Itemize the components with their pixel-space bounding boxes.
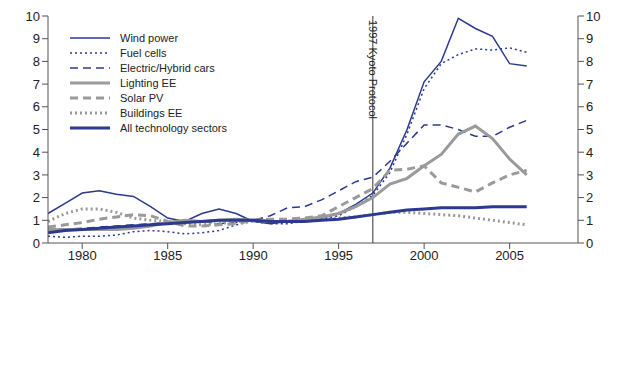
svg-text:1980: 1980 [68,248,97,263]
svg-text:10: 10 [586,9,600,24]
svg-text:0: 0 [33,236,40,251]
html-text:Electric/Hybrid cars: Electric/Hybrid cars [120,61,215,74]
svg-text:1995: 1995 [324,248,353,263]
svg-text:6: 6 [586,99,593,114]
html-text:Fuel cells: Fuel cells [120,46,167,59]
html-text:Wind power: Wind power [120,31,179,44]
svg-text:6: 6 [33,99,40,114]
svg-text:1: 1 [33,213,40,228]
svg-text:9: 9 [33,31,40,46]
svg-text:7: 7 [33,77,40,92]
html-text:Buildings EE: Buildings EE [120,106,183,119]
html-text:All technology sectors: All technology sectors [120,121,227,134]
svg-text:4: 4 [586,145,593,160]
svg-text:4: 4 [33,145,40,160]
svg-text:5: 5 [33,122,40,137]
svg-text:8: 8 [586,54,593,69]
svg-text:9: 9 [586,31,593,46]
svg-text:3: 3 [586,168,593,183]
svg-text:1997 Kyoto Protocol: 1997 Kyoto Protocol [367,20,379,119]
svg-text:10: 10 [26,9,40,24]
svg-text:7: 7 [586,77,593,92]
svg-text:1: 1 [586,213,593,228]
html-text:Lighting EE: Lighting EE [120,76,177,89]
svg-text:5: 5 [586,122,593,137]
svg-text:1990: 1990 [239,248,268,263]
html-text:Solar PV: Solar PV [120,91,164,104]
svg-text:2000: 2000 [410,248,439,263]
svg-text:2: 2 [33,190,40,205]
svg-text:3: 3 [33,168,40,183]
svg-text:0: 0 [586,236,593,251]
svg-text:1985: 1985 [153,248,182,263]
svg-text:8: 8 [33,54,40,69]
svg-text:2005: 2005 [495,248,524,263]
svg-text:2: 2 [586,190,593,205]
